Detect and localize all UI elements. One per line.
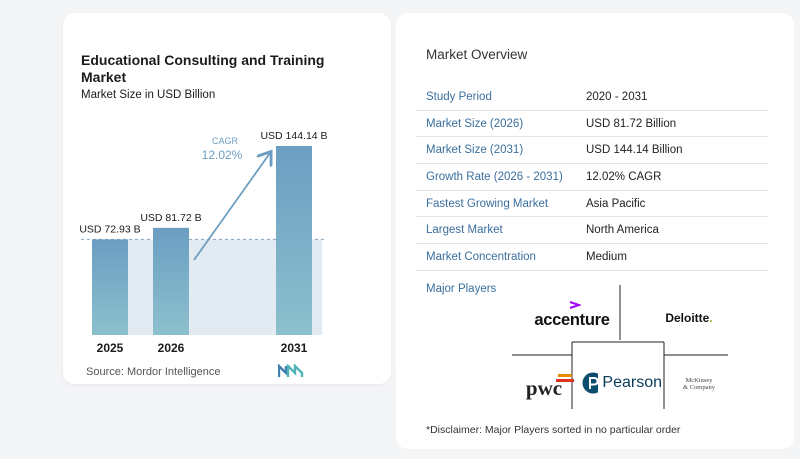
overview-row: Market Size (2026) USD 81.72 Billion: [416, 111, 768, 138]
cagr-arrow: [193, 153, 270, 261]
overview-row: Fastest Growing Market Asia Pacific: [416, 191, 768, 218]
overview-value: USD 144.14 Billion: [586, 144, 683, 157]
overview-key: Fastest Growing Market: [426, 197, 549, 210]
deloitte-text: Deloitte: [665, 311, 710, 325]
overview-key: Study Period: [426, 90, 492, 103]
chart-subtitle: Market Size in USD Billion: [81, 89, 216, 101]
bar-2031: [276, 146, 312, 335]
deloitte-logo: Deloitte.: [658, 303, 720, 333]
bar-2026: [153, 227, 189, 335]
overview-value: 12.02% CAGR: [586, 170, 662, 183]
x-tick-label-2025: 2025: [97, 341, 124, 355]
cagr-label: CAGR: [212, 136, 239, 146]
bar-chart: USD 72.93 B 2025 USD 81.72 B 2026 USD 144.14…: [79, 130, 327, 355]
overview-value: Medium: [586, 250, 627, 263]
overview-title: Market Overview: [426, 47, 528, 62]
x-tick-label-2031: 2031: [281, 341, 308, 355]
data-label-2026: USD 81.72 B: [140, 212, 201, 224]
overview-card: Market Overview Study Period 2020 - 2031…: [396, 13, 794, 449]
overview-key: Growth Rate (2026 - 2031): [426, 170, 563, 183]
accenture-chevron-icon: [569, 301, 581, 309]
pearson-circle-icon: [582, 372, 599, 394]
source-label: Source: Mordor Intelligence: [86, 366, 221, 378]
mckinsey-line1: McKinsey: [685, 376, 713, 384]
overview-row: Largest Market North America: [416, 217, 768, 245]
deloitte-dot-icon: .: [709, 311, 713, 325]
mckinsey-logo: McKinsey & Company: [674, 373, 724, 395]
accenture-text: accenture: [534, 310, 610, 329]
data-label-2025: USD 72.93 B: [79, 223, 140, 235]
pearson-text: Pearson: [602, 374, 662, 391]
overview-row: Market Size (2031) USD 144.14 Billion: [416, 137, 768, 165]
overview-key: Market Size (2031): [426, 144, 524, 157]
players-grid: [512, 285, 728, 409]
accenture-logo: accenture: [522, 301, 622, 339]
overview-value: Asia Pacific: [586, 197, 646, 210]
overview-row: Market Concentration Medium: [416, 244, 768, 271]
pearson-logo: Pearson: [582, 368, 662, 398]
overview-key: Market Size (2026): [426, 117, 524, 130]
overview-table: Study Period 2020 - 2031 Market Size (20…: [416, 84, 768, 271]
chart-title: Educational Consulting and Training Mark…: [81, 52, 325, 85]
mckinsey-line2: & Company: [683, 384, 715, 391]
mordor-logo-icon: [278, 364, 304, 377]
overview-row: Study Period 2020 - 2031: [416, 84, 768, 111]
overview-key: Largest Market: [426, 224, 503, 237]
overview-key: Market Concentration: [426, 250, 536, 263]
pwc-logo: pwc: [514, 373, 574, 403]
chart-card: Educational Consulting and Training Mark…: [63, 13, 391, 384]
cagr-value: 12.02%: [202, 148, 243, 162]
overview-row: Growth Rate (2026 - 2031) 12.02% CAGR: [416, 164, 768, 191]
overview-value: 2020 - 2031: [586, 90, 648, 103]
data-label-2031: USD 144.14 B: [260, 130, 327, 142]
disclaimer-text: *Disclaimer: Major Players sorted in no …: [426, 424, 681, 436]
overview-value: North America: [586, 224, 659, 237]
overview-value: USD 81.72 Billion: [586, 117, 677, 130]
x-tick-label-2026: 2026: [158, 341, 185, 355]
major-players-title: Major Players: [426, 283, 497, 295]
bar-2025: [92, 239, 128, 335]
pwc-stripes-icon: [556, 374, 574, 382]
